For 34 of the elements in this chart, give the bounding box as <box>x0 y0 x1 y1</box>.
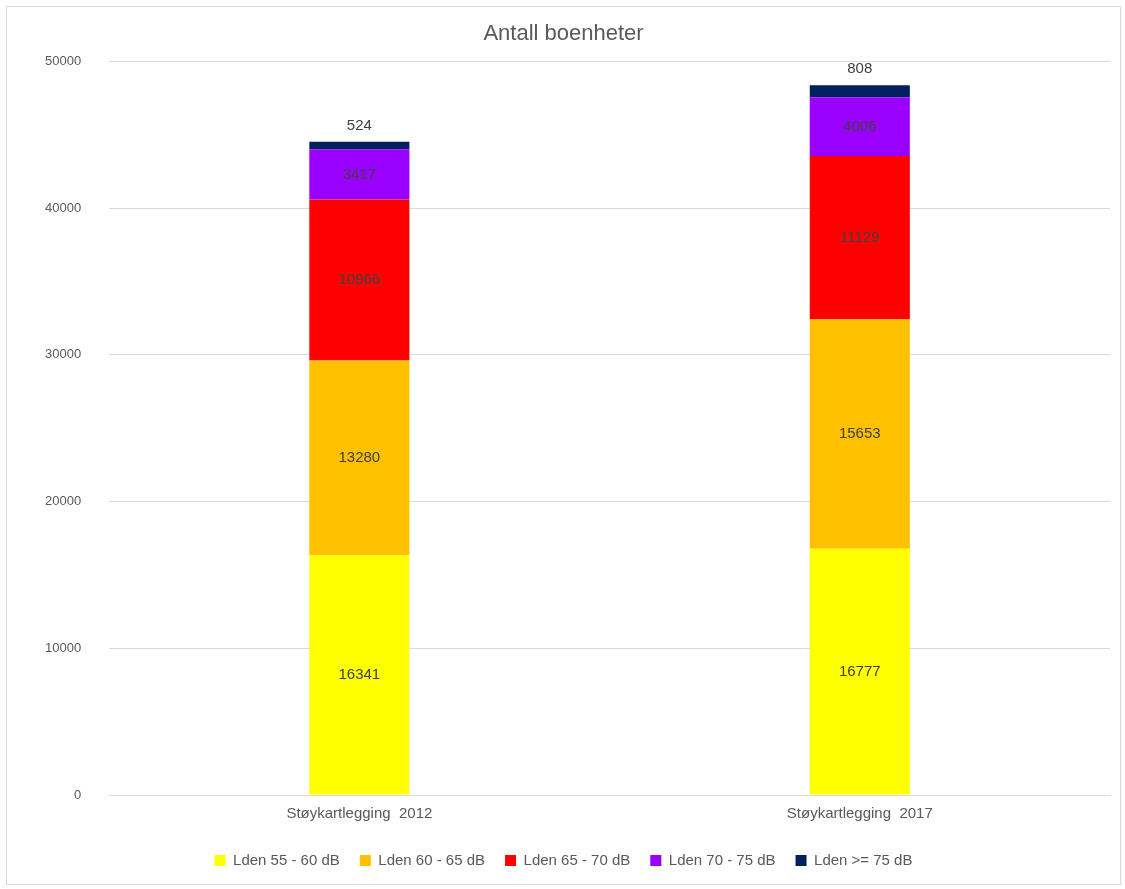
y-tick-label: 50000 <box>44 52 82 68</box>
y-tick-label: 40000 <box>44 199 82 215</box>
bar <box>309 360 410 556</box>
data-label: 524 <box>346 115 372 133</box>
data-label: 16341 <box>338 665 381 683</box>
legend-label: Lden >= 75 dB <box>814 850 913 868</box>
bar <box>809 548 910 795</box>
data-label: 3417 <box>342 164 377 182</box>
bar <box>309 141 410 150</box>
data-label: 808 <box>847 59 873 77</box>
data-label: 11129 <box>840 227 880 245</box>
bar <box>309 555 410 795</box>
bar <box>309 149 410 200</box>
data-label: 16777 <box>838 661 881 679</box>
x-tick-label: Støykartlegging 2012 <box>286 804 433 822</box>
bar <box>309 199 410 361</box>
legend-label: Lden 65 - 70 dB <box>523 850 631 868</box>
data-label: 13280 <box>338 447 381 465</box>
y-tick-label: 0 <box>73 786 82 802</box>
y-tick-label: 30000 <box>44 346 82 362</box>
y-tick-label: 10000 <box>44 639 82 655</box>
legend-label: Lden 60 - 65 dB <box>378 850 486 868</box>
bar <box>809 155 910 320</box>
data-label: 10966 <box>338 270 381 288</box>
y-tick-label: 20000 <box>44 493 82 509</box>
legend-label: Lden 55 - 60 dB <box>233 850 340 868</box>
bar <box>809 319 910 549</box>
x-tick-label: Støykartlegging 2017 <box>786 804 933 822</box>
legend-label: Lden 70 - 75 dB <box>668 850 776 868</box>
bar <box>809 97 910 156</box>
chart-title: Antall boenheter <box>483 20 644 46</box>
bar <box>809 85 910 98</box>
data-label: 15653 <box>838 424 881 442</box>
data-label: 4006 <box>843 116 877 134</box>
